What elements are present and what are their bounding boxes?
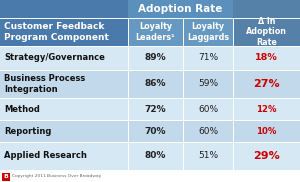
Text: 89%: 89% <box>145 54 166 62</box>
Text: Copyright 2011 Business Over Broadway: Copyright 2011 Business Over Broadway <box>12 175 101 179</box>
Bar <box>0 18 128 46</box>
Text: 71%: 71% <box>198 54 218 62</box>
Text: 72%: 72% <box>145 104 166 114</box>
Text: 60%: 60% <box>198 104 218 114</box>
Text: 18%: 18% <box>255 54 278 62</box>
Text: 10%: 10% <box>256 126 277 136</box>
Bar <box>128 18 183 46</box>
Bar <box>233 18 300 46</box>
Bar <box>128 0 233 18</box>
Text: 86%: 86% <box>145 80 166 88</box>
Text: 60%: 60% <box>198 126 218 136</box>
Text: 51%: 51% <box>198 151 218 161</box>
Bar <box>2 173 10 181</box>
Text: 70%: 70% <box>145 126 166 136</box>
Text: B: B <box>3 174 8 179</box>
Text: Applied Research: Applied Research <box>4 151 87 161</box>
Text: 29%: 29% <box>253 151 280 161</box>
Text: Method: Method <box>4 104 40 114</box>
Bar <box>0 70 300 98</box>
Text: Reporting: Reporting <box>4 126 51 136</box>
Text: Loyalty
Leaders¹: Loyalty Leaders¹ <box>136 22 175 42</box>
Bar <box>0 120 300 142</box>
Text: 12%: 12% <box>256 104 277 114</box>
Bar <box>0 98 300 120</box>
Bar <box>183 18 233 46</box>
Text: 27%: 27% <box>253 79 280 89</box>
Bar <box>0 142 300 170</box>
Text: 80%: 80% <box>145 151 166 161</box>
Text: Loyalty
Laggards: Loyalty Laggards <box>187 22 229 42</box>
Text: 59%: 59% <box>198 80 218 88</box>
Bar <box>0 0 128 18</box>
Text: Δ in
Adoption
Rate: Δ in Adoption Rate <box>246 17 287 47</box>
Text: Business Process
Integration: Business Process Integration <box>4 74 85 94</box>
Text: Customer Feedback
Program Component: Customer Feedback Program Component <box>4 22 109 42</box>
Text: Adoption Rate: Adoption Rate <box>138 4 223 14</box>
Bar <box>0 170 300 182</box>
Bar <box>233 0 300 18</box>
Text: Strategy/Governance: Strategy/Governance <box>4 54 105 62</box>
Bar <box>0 46 300 70</box>
